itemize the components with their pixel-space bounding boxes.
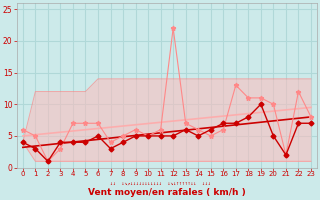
X-axis label: Vent moyen/en rafales ( km/h ): Vent moyen/en rafales ( km/h ) [88, 188, 246, 197]
Text: ↓↓  ↓↘↗↓↓↓↓↓↓↓↓↓↓↓  ↓↘↓↑↑↑↑↑↓↓  ↓↓↓: ↓↓ ↓↘↗↓↓↓↓↓↓↓↓↓↓↓ ↓↘↓↑↑↑↑↑↓↓ ↓↓↓ [110, 182, 210, 186]
